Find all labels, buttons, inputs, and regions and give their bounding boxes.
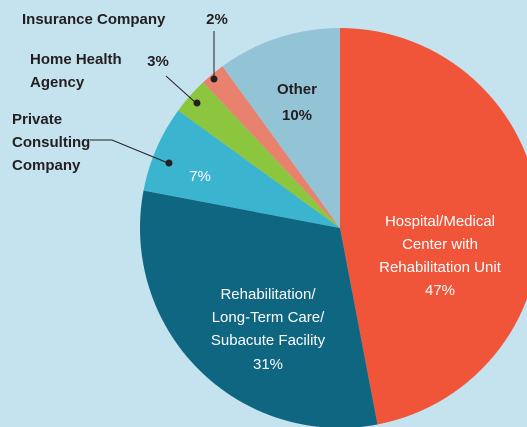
pie-slice: [178, 82, 340, 229]
slice-label: Insurance Company: [22, 11, 166, 28]
slice-label: Home Health Agency: [30, 51, 122, 91]
pie-slice: [140, 190, 378, 427]
slice-label: Private Consulting Company: [12, 111, 90, 174]
slice-label: Rehabilitation/Long-Term Care/Subacute F…: [211, 286, 326, 349]
value-label: 3%: [147, 53, 169, 70]
pie-slice: [340, 28, 527, 425]
value-label: 47%: [425, 282, 455, 299]
labels: Hospital/Medical Center with Rehabilitatio…: [12, 11, 502, 373]
pie-slice: [203, 66, 340, 229]
leader-dot: [193, 99, 201, 107]
pie-slice: [222, 28, 340, 228]
leader-line: [90, 139, 169, 164]
pie-slice: [143, 110, 340, 228]
leader-line: [165, 75, 197, 104]
leader-dot: [165, 159, 173, 167]
leader-dot: [210, 75, 218, 83]
value-label: 31%: [253, 356, 283, 373]
slice-label: Other: [277, 81, 317, 98]
slice-label: Hospital/Medical Center with Rehabilitatio…: [379, 213, 502, 276]
value-label: 10%: [282, 107, 312, 124]
value-label: 7%: [189, 168, 211, 185]
value-label: 2%: [206, 11, 228, 28]
pie: [140, 28, 527, 427]
